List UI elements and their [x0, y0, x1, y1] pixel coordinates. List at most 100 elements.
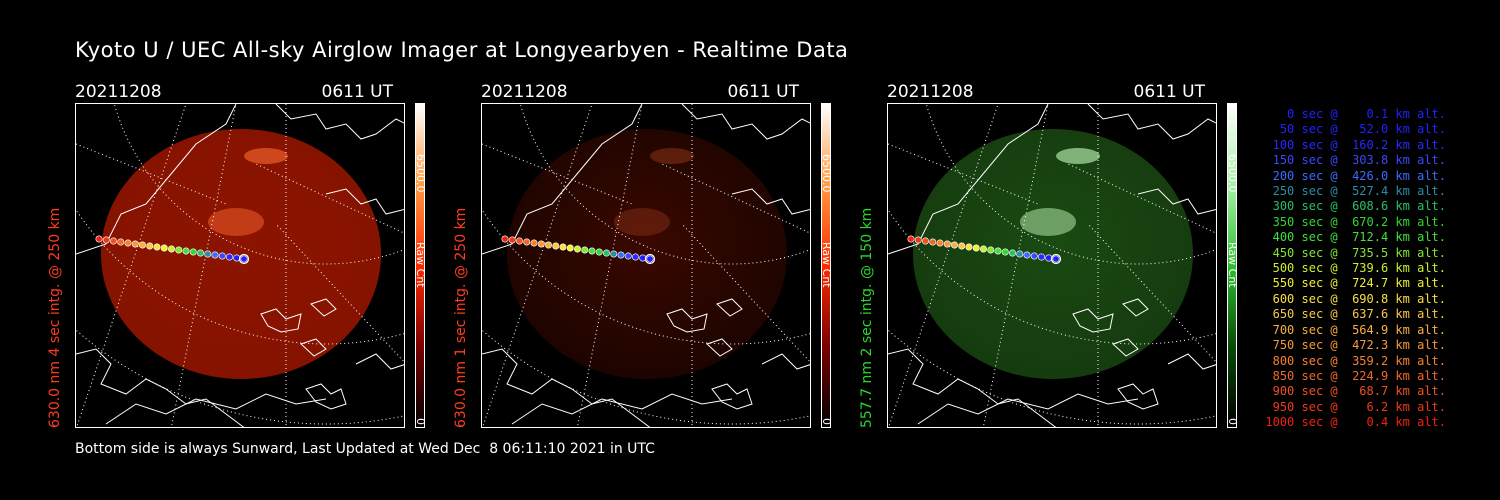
- latitude-line: [888, 329, 1216, 425]
- sky-image: [101, 129, 381, 379]
- trajectory-point: [1001, 248, 1009, 256]
- panel-date: 20211208: [75, 82, 162, 102]
- trajectory-point: [566, 244, 574, 252]
- legend-entry: 950 sec @ 6.2 km alt.: [1265, 399, 1446, 414]
- trajectory-point: [102, 236, 110, 244]
- panel-630-1s: 20211208 0611 UT 630.0 nm 1 sec intg. @ …: [453, 82, 841, 432]
- trajectory-point: [1030, 252, 1038, 260]
- trajectory-point: [95, 235, 103, 243]
- longitude-line: [982, 104, 1049, 427]
- legend-entry: 600 sec @ 690.8 km alt.: [1265, 291, 1446, 306]
- coastline: [511, 393, 733, 425]
- coastline: [310, 298, 337, 317]
- legend-entry: 50 sec @ 52.0 km alt.: [1265, 122, 1446, 137]
- coastline: [305, 383, 347, 410]
- trajectory-point: [624, 252, 632, 260]
- coastline: [716, 298, 743, 317]
- trajectory-point: [958, 242, 966, 250]
- panel-ylabel: 630.0 nm 4 sec intg. @ 250 km: [47, 207, 63, 428]
- panel-557-2s: 20211208 0611 UT 557.7 nm 2 sec intg. @ …: [859, 82, 1247, 432]
- trajectory-point: [138, 241, 146, 249]
- longitude-line: [170, 104, 237, 427]
- coastline: [1122, 298, 1149, 317]
- coastline: [1072, 308, 1114, 333]
- aurora-patch: [614, 208, 670, 236]
- colorbar-min: 0: [414, 418, 427, 425]
- coastline: [706, 338, 733, 357]
- trajectory-point: [1023, 251, 1031, 259]
- aurora-patch: [650, 148, 694, 164]
- trajectory-point: [204, 250, 212, 258]
- colorbar-max: 6500.0: [820, 154, 833, 193]
- coastline: [888, 348, 1057, 427]
- trajectory-point: [914, 236, 922, 244]
- trajectory-point: [544, 241, 552, 249]
- legend-entry: 750 sec @ 472.3 km alt.: [1265, 338, 1446, 353]
- coastline: [1112, 338, 1139, 357]
- panel-ylabel: 557.7 nm 2 sec intg. @ 150 km: [859, 207, 875, 428]
- legend-entry: 800 sec @ 359.2 km alt.: [1265, 353, 1446, 368]
- trajectory-point: [233, 254, 241, 262]
- longitude-line: [76, 143, 227, 205]
- colorbar-label: Raw Cnt: [1226, 242, 1239, 288]
- colorbar-max: 6500.0: [414, 154, 427, 193]
- trajectory-point: [943, 240, 951, 248]
- panel-ylabel: 630.0 nm 1 sec intg. @ 250 km: [453, 207, 469, 428]
- latitude-line: [482, 329, 810, 425]
- trajectory-point: [537, 240, 545, 248]
- coastline: [76, 348, 245, 427]
- longitude-line: [888, 143, 1039, 205]
- trajectory-point: [189, 248, 197, 256]
- trajectory-point: [124, 239, 132, 247]
- latitude-line: [76, 329, 404, 425]
- trajectory-point: [117, 238, 125, 246]
- panel-date: 20211208: [887, 82, 974, 102]
- panel-630-4s: 20211208 0611 UT 630.0 nm 4 sec intg. @ …: [47, 82, 435, 432]
- trajectory-point: [218, 252, 226, 260]
- legend-entry: 1000 sec @ 0.4 km alt.: [1265, 415, 1446, 430]
- airglow-image: [887, 103, 1217, 428]
- aurora-patch: [1020, 208, 1076, 236]
- legend-entry: 250 sec @ 527.4 km alt.: [1265, 184, 1446, 199]
- legend-entry: 550 sec @ 724.7 km alt.: [1265, 276, 1446, 291]
- legend-entry: 150 sec @ 303.8 km alt.: [1265, 153, 1446, 168]
- coastline: [1137, 188, 1216, 215]
- coastline: [482, 348, 651, 427]
- airglow-image: [481, 103, 811, 428]
- coastline: [731, 188, 810, 215]
- trajectory-point: [109, 237, 117, 245]
- legend-entry: 650 sec @ 637.6 km alt.: [1265, 307, 1446, 322]
- colorbar-label: Raw Cnt: [414, 242, 427, 288]
- trajectory-point: [530, 239, 538, 247]
- trajectory-point: [965, 243, 973, 251]
- trajectory-point: [980, 245, 988, 253]
- trajectory-point: [1052, 255, 1060, 263]
- altitude-legend: 0 sec @ 0.1 km alt. 50 sec @ 52.0 km alt…: [1262, 107, 1446, 431]
- coastline: [681, 104, 810, 140]
- coastline: [711, 383, 753, 410]
- colorbar-label: Raw Cnt: [820, 242, 833, 288]
- trajectory-point: [160, 244, 168, 252]
- trajectory-point: [603, 249, 611, 257]
- trajectory-point: [226, 253, 234, 261]
- aurora-patch: [208, 208, 264, 236]
- trajectory-point: [588, 247, 596, 255]
- legend-entry: 200 sec @ 426.0 km alt.: [1265, 168, 1446, 183]
- panel-time: 0611 UT: [727, 82, 800, 102]
- trajectory-point: [131, 240, 139, 248]
- colorbar: [1227, 103, 1237, 428]
- legend-entry: 0 sec @ 0.1 km alt.: [1265, 107, 1446, 121]
- trajectory-point: [501, 235, 509, 243]
- map-overlay: [76, 104, 404, 427]
- coastline: [666, 308, 708, 333]
- coastline: [1087, 104, 1216, 140]
- trajectory-point: [646, 255, 654, 263]
- colorbar-min: 0: [820, 418, 833, 425]
- trajectory-point: [595, 248, 603, 256]
- coastline: [1167, 353, 1216, 370]
- trajectory-point: [508, 236, 516, 244]
- trajectory-point: [168, 245, 176, 253]
- legend-entry: 350 sec @ 670.2 km alt.: [1265, 214, 1446, 229]
- trajectory-point: [907, 235, 915, 243]
- trajectory-point: [574, 245, 582, 253]
